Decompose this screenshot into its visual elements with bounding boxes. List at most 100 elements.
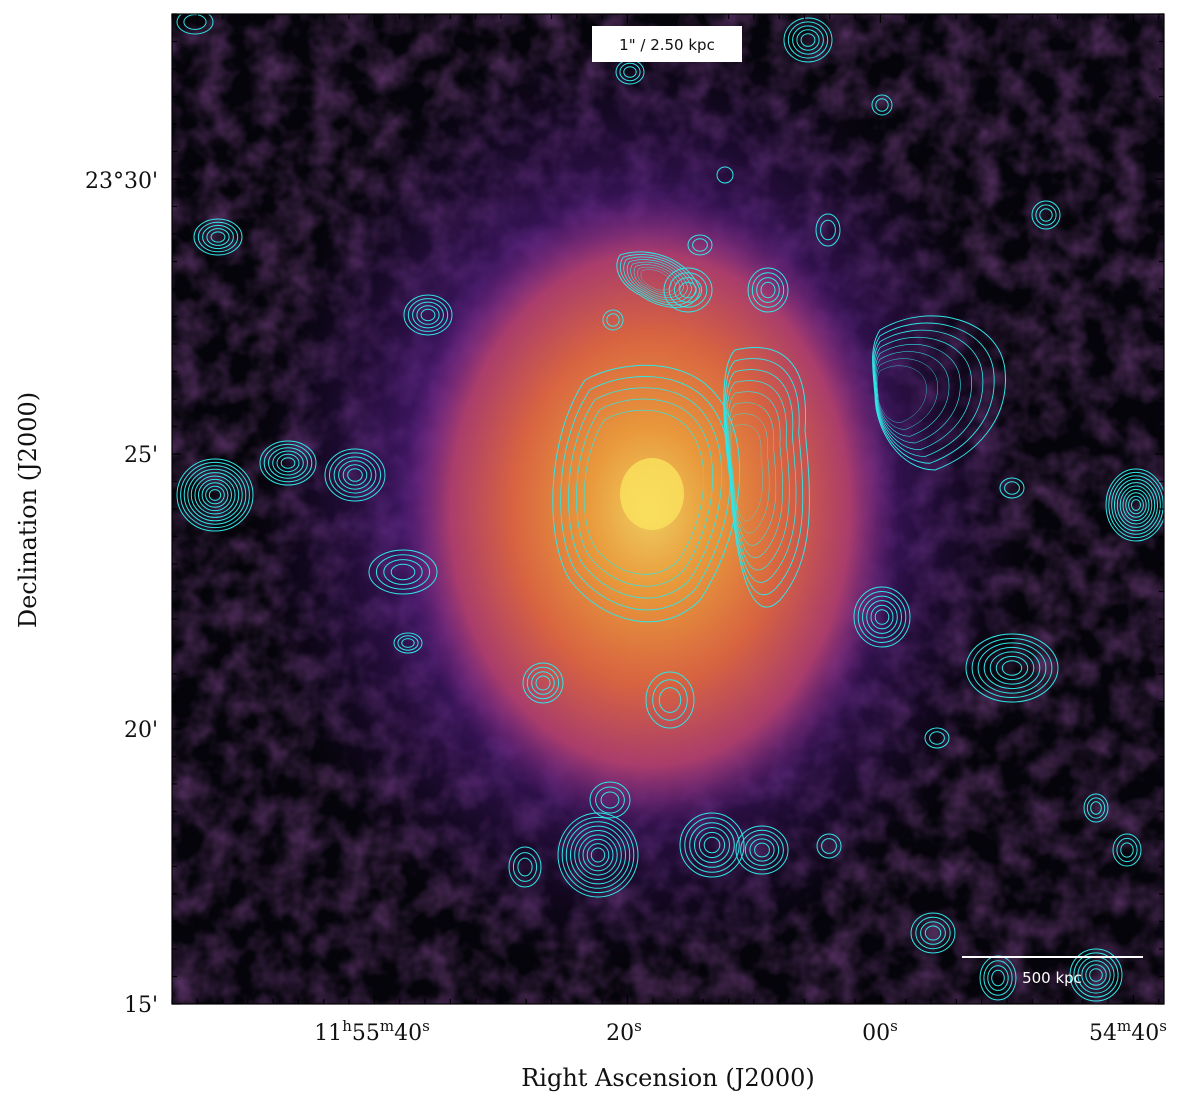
contour-ring <box>268 447 308 479</box>
contour-ring <box>552 364 741 623</box>
contour-ring <box>875 98 889 112</box>
contour-ring <box>999 477 1025 499</box>
contour-ring <box>857 591 907 643</box>
contour-ring <box>821 838 837 854</box>
contour-ring <box>570 825 626 885</box>
contour-ring <box>749 838 775 862</box>
contour-ring <box>586 843 610 867</box>
x-tick-label-0: 11h55m40s <box>314 1017 430 1046</box>
contour-ring <box>1120 842 1134 858</box>
y-tick-label-3: 15' <box>124 993 158 1018</box>
radio-contours <box>176 14 1164 1002</box>
contour-ring <box>329 452 381 498</box>
contour-ring <box>416 305 440 325</box>
contour-ring <box>368 549 438 595</box>
contour-ring <box>977 642 1047 694</box>
contour-ring <box>1085 964 1107 986</box>
y-axis-label: Declination (J2000) <box>14 392 42 628</box>
contour-ring <box>723 347 810 608</box>
contour-ring <box>679 281 697 299</box>
contour-ring <box>390 563 416 581</box>
contour-ring <box>535 675 551 691</box>
contour-ring <box>176 14 214 35</box>
contour-ring <box>1108 471 1164 539</box>
contour-ring <box>1083 793 1109 823</box>
contour-ring <box>1035 204 1057 226</box>
contour-ring <box>583 409 705 575</box>
contour-ring <box>259 440 317 486</box>
contour-ring <box>692 238 708 252</box>
contour-ring <box>1089 968 1103 982</box>
contour-ring <box>574 830 622 880</box>
contour-ring <box>595 786 625 814</box>
contour-ring <box>526 666 560 700</box>
contour-ring <box>929 731 945 745</box>
contour-ring <box>1111 475 1161 535</box>
contour-ring <box>180 461 250 529</box>
contour-ring <box>652 679 688 721</box>
contour-ring <box>744 834 780 866</box>
contour-ring <box>263 443 313 483</box>
contour-ring <box>210 231 226 243</box>
contour-ring <box>623 256 693 303</box>
contour-ring <box>512 852 538 882</box>
contour-ring <box>272 450 304 476</box>
contour-ring <box>816 833 842 859</box>
scale-annotation: 1" / 2.50 kpc <box>592 26 742 62</box>
contour-ring <box>193 218 243 256</box>
contour-ring <box>872 322 995 464</box>
contour-ring <box>280 457 296 469</box>
contour-ring <box>606 313 620 327</box>
contour-ring <box>787 21 829 59</box>
contour-ring <box>924 727 950 749</box>
axis-ticks <box>171 13 1164 1005</box>
contour-ring <box>915 916 951 950</box>
contour-ring <box>792 25 824 55</box>
contour-ring <box>760 281 776 299</box>
contour-ring <box>578 834 618 876</box>
contour-ring <box>393 632 423 654</box>
contour-ring <box>862 595 902 639</box>
contour-ring <box>920 921 946 945</box>
contour-ring <box>995 655 1029 681</box>
x-tick-label-2: 00s <box>862 1017 898 1046</box>
contour-ring <box>407 298 449 332</box>
contour-ring <box>983 646 1041 690</box>
contour-ring <box>630 261 685 298</box>
contour-ring <box>872 315 1006 471</box>
contour-ring <box>673 277 703 303</box>
contour-ring <box>874 609 890 625</box>
contour-ring <box>187 468 243 522</box>
contour-ring <box>876 358 938 430</box>
contour-ring <box>412 301 444 329</box>
contour-ring <box>783 17 833 63</box>
contour-ring <box>687 234 713 256</box>
contour-ring <box>910 912 956 954</box>
x-tick-label-1: 20s <box>606 1017 642 1046</box>
contour-ring <box>517 857 533 877</box>
x-axis-label: Right Ascension (J2000) <box>521 1064 815 1092</box>
y-tick-label-1: 25' <box>124 443 158 468</box>
contour-ring <box>684 817 740 873</box>
contour-ring <box>508 846 542 888</box>
contour-ring <box>754 842 770 858</box>
contour-ring <box>747 267 789 313</box>
contour-ring <box>875 351 950 437</box>
contour-ring <box>202 224 234 250</box>
contour-ring <box>342 464 368 486</box>
contour-ring <box>183 465 247 525</box>
contour-ring <box>347 468 363 482</box>
contour-ring <box>668 272 708 308</box>
contour-ring <box>565 821 631 889</box>
contour-ring <box>694 827 730 863</box>
contour-ring <box>735 825 789 875</box>
contour-ring <box>874 344 961 444</box>
contour-ring <box>531 671 555 695</box>
contour-ring <box>971 638 1053 698</box>
contour-ring <box>1004 481 1020 495</box>
contour-ring <box>205 485 225 505</box>
contour-ring <box>853 586 911 648</box>
contour-ring <box>1128 495 1144 515</box>
contour-ring <box>1131 499 1141 511</box>
contour-ring <box>403 294 453 336</box>
